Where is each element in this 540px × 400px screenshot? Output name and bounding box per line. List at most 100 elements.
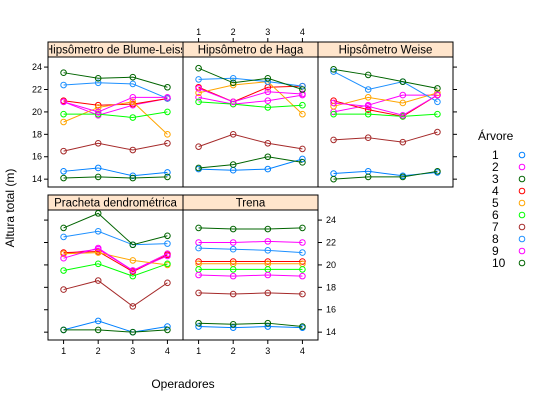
data-point [94, 244, 102, 252]
data-point [229, 100, 237, 108]
data-point [330, 68, 337, 75]
x-tick-label: 2 [231, 27, 236, 37]
series-line [198, 133, 303, 150]
data-point [330, 66, 337, 73]
series-line [333, 131, 438, 143]
data-point [195, 271, 202, 279]
data-point [264, 104, 272, 111]
data-point [94, 108, 102, 116]
series-line [63, 176, 168, 179]
series-line [63, 82, 168, 99]
data-point [60, 286, 67, 293]
data-point [195, 143, 202, 150]
data-point [364, 173, 372, 181]
data-point [60, 267, 67, 274]
data-point [60, 174, 67, 182]
data-point [60, 250, 67, 258]
data-point [264, 153, 272, 161]
y-tick-label: 24 [32, 62, 42, 72]
panel-title: Hipsômetro de Blume-Leiss [45, 45, 187, 57]
series-line [333, 113, 438, 117]
panel-frame [182, 209, 319, 341]
data-point [60, 326, 67, 334]
data-point [364, 106, 372, 113]
data-point [164, 252, 171, 260]
data-point [94, 164, 102, 172]
data-point [195, 244, 202, 252]
data-point [164, 323, 171, 330]
data-point [264, 165, 272, 173]
x-tick-label: 3 [265, 27, 270, 37]
data-point [195, 323, 202, 330]
data-point [229, 74, 237, 82]
data-point [229, 225, 237, 233]
x-tick-label: 2 [231, 346, 236, 356]
data-point [364, 103, 372, 110]
legend-symbol [518, 235, 526, 243]
series-line [198, 156, 303, 169]
data-point [60, 98, 67, 106]
legend-symbol [518, 223, 526, 231]
data-point [299, 159, 306, 166]
data-point [364, 86, 372, 93]
series-line [63, 247, 168, 272]
data-point [299, 145, 306, 153]
data-point [299, 82, 306, 90]
series-line [198, 101, 303, 108]
data-point [94, 210, 102, 217]
data-point [164, 108, 171, 116]
y-tick-label: 20 [326, 260, 336, 270]
data-point [195, 289, 202, 297]
data-point [399, 99, 407, 107]
series-line [63, 167, 168, 177]
data-point [195, 76, 202, 83]
data-point [434, 168, 441, 175]
y-tick-label: 22 [326, 238, 336, 248]
data-point [129, 267, 137, 274]
data-point [299, 239, 306, 246]
data-point [195, 164, 202, 172]
series-line [333, 71, 438, 103]
data-point [164, 83, 171, 91]
legend-symbol [518, 199, 526, 207]
x-tick-label: 1 [196, 27, 201, 37]
data-point [299, 90, 306, 98]
data-point [399, 173, 407, 181]
data-point [229, 258, 237, 265]
data-point [94, 326, 102, 334]
data-point [330, 136, 337, 144]
data-point [229, 324, 237, 331]
series-line [63, 142, 168, 152]
legend-label: 10 [492, 256, 506, 270]
series-line [63, 96, 168, 113]
legend-label: 1 [492, 148, 499, 162]
data-point [94, 317, 102, 325]
series-line [333, 170, 438, 180]
series-line [63, 212, 168, 246]
data-point [164, 326, 171, 334]
data-point [94, 104, 102, 111]
y-tick-label: 22 [32, 85, 42, 95]
data-point [264, 258, 272, 265]
data-point [195, 224, 202, 232]
x-tick-label: 4 [300, 346, 305, 356]
data-point [94, 74, 102, 82]
legend-label: 3 [492, 172, 499, 186]
data-point [264, 97, 272, 105]
legend-label: 4 [492, 184, 499, 198]
data-point [60, 110, 67, 118]
data-point [229, 81, 237, 89]
data-point [60, 168, 67, 175]
data-point [399, 111, 407, 119]
series-line [198, 326, 303, 329]
legend-symbol [518, 211, 526, 219]
data-point [299, 258, 306, 265]
panel-title: Pracheta dendrométrica [54, 198, 177, 210]
data-point [164, 131, 171, 138]
data-point [129, 257, 137, 264]
data-point [195, 98, 202, 106]
series-line [198, 81, 303, 115]
data-point [299, 86, 306, 93]
data-point [164, 139, 171, 147]
data-point [299, 110, 306, 118]
